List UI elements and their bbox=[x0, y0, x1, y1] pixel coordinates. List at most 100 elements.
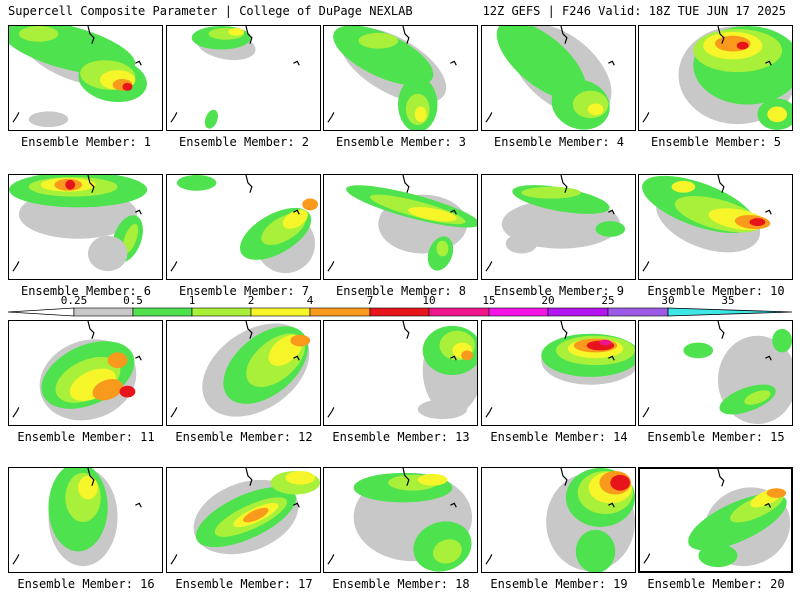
colorbar-label: 10 bbox=[422, 294, 435, 307]
contour-green bbox=[496, 26, 586, 100]
contour-gray bbox=[28, 111, 69, 128]
member-caption: Ensemble Member: 6 bbox=[20, 284, 152, 298]
member-caption: Ensemble Member: 20 bbox=[647, 577, 785, 591]
ensemble-map-1[interactable] bbox=[8, 25, 163, 131]
ensemble-map-17[interactable] bbox=[166, 467, 321, 573]
coastline bbox=[170, 468, 300, 565]
colorbar-segment bbox=[191, 307, 252, 317]
member-caption: Ensemble Member: 4 bbox=[493, 135, 625, 149]
coastline bbox=[485, 321, 615, 418]
ensemble-map-6[interactable] bbox=[8, 174, 163, 280]
ensemble-map-7[interactable] bbox=[166, 174, 321, 280]
coastline bbox=[327, 175, 457, 272]
ensemble-map-5[interactable] bbox=[638, 25, 793, 131]
contour-green bbox=[204, 109, 218, 129]
colorbar-label: 4 bbox=[307, 294, 314, 307]
member-caption: Ensemble Member: 18 bbox=[332, 577, 470, 591]
colorbar-label: 30 bbox=[661, 294, 674, 307]
colorbar-segment bbox=[607, 307, 669, 317]
contour-yellow bbox=[285, 470, 316, 485]
colorbar-label: 35 bbox=[721, 294, 734, 307]
scp-field bbox=[327, 321, 477, 420]
contour-yellow bbox=[587, 103, 604, 116]
colorbar-segment bbox=[132, 307, 193, 317]
ensemble-map-15[interactable] bbox=[638, 320, 793, 426]
colorbar-label: 0.5 bbox=[123, 294, 143, 307]
ensemble-map-9[interactable] bbox=[481, 174, 636, 280]
contour-yellow bbox=[767, 106, 788, 123]
member-caption: Ensemble Member: 5 bbox=[650, 135, 782, 149]
contour-green bbox=[683, 342, 714, 359]
scp-field bbox=[643, 469, 791, 568]
scp-field bbox=[170, 321, 311, 418]
ensemble-map-2[interactable] bbox=[166, 25, 321, 131]
ensemble-map-8[interactable] bbox=[323, 174, 478, 280]
member-caption: Ensemble Member: 10 bbox=[647, 284, 785, 298]
scp-field bbox=[170, 26, 300, 129]
member-caption: Ensemble Member: 12 bbox=[175, 430, 313, 444]
contour-gray bbox=[505, 233, 538, 254]
colorbar-arrow-right bbox=[667, 307, 793, 317]
contour-green bbox=[772, 328, 792, 353]
ensemble-map-16[interactable] bbox=[8, 467, 163, 573]
contour-green bbox=[698, 544, 738, 568]
ensemble-map-11[interactable] bbox=[8, 320, 163, 426]
contour-yellow bbox=[671, 180, 696, 193]
coastline bbox=[642, 175, 772, 272]
colorbar-segment bbox=[250, 307, 311, 317]
coastline bbox=[12, 26, 142, 123]
contour-yellow bbox=[282, 209, 308, 229]
contour-yellow bbox=[414, 106, 427, 123]
contour-red bbox=[736, 41, 749, 50]
colorbar-label: 0.25 bbox=[61, 294, 88, 307]
contour-gray bbox=[417, 399, 468, 420]
ensemble-map-14[interactable] bbox=[481, 320, 636, 426]
coastline bbox=[12, 321, 142, 418]
ensemble-map-19[interactable] bbox=[481, 467, 636, 573]
ensemble-map-4[interactable] bbox=[481, 25, 636, 131]
ensemble-map-3[interactable] bbox=[323, 25, 478, 131]
contour-green bbox=[333, 26, 434, 86]
contour-green bbox=[575, 529, 616, 572]
contour-red bbox=[65, 179, 76, 190]
contour-lime bbox=[521, 186, 581, 199]
contour-orange bbox=[243, 507, 269, 523]
contour-lime bbox=[122, 223, 139, 254]
contour-green bbox=[595, 221, 626, 237]
contour-orange bbox=[290, 334, 311, 347]
coastline bbox=[643, 469, 772, 564]
member-caption: Ensemble Member: 3 bbox=[335, 135, 467, 149]
ensemble-map-18[interactable] bbox=[323, 467, 478, 573]
ensemble-map-10[interactable] bbox=[638, 174, 793, 280]
colorbar-segment bbox=[547, 307, 609, 317]
member-caption: Ensemble Member: 16 bbox=[17, 577, 155, 591]
colorbar-label: 2 bbox=[248, 294, 255, 307]
contour-orange bbox=[461, 350, 474, 361]
coastline bbox=[170, 175, 300, 272]
contour-yellow bbox=[408, 207, 457, 222]
contour-orange bbox=[107, 352, 128, 369]
contour-orange bbox=[766, 488, 787, 498]
colorbar-arrow-left bbox=[7, 307, 75, 317]
ensemble-map-13[interactable] bbox=[323, 320, 478, 426]
colorbar-label: 20 bbox=[541, 294, 554, 307]
ensemble-map-12[interactable] bbox=[166, 320, 321, 426]
colorbar-label: 15 bbox=[482, 294, 495, 307]
contour-yellow bbox=[78, 475, 98, 500]
contour-red bbox=[122, 82, 133, 91]
member-caption: Ensemble Member: 11 bbox=[17, 430, 155, 444]
coastline bbox=[170, 26, 300, 123]
scp-field bbox=[485, 321, 635, 418]
member-caption: Ensemble Member: 14 bbox=[490, 430, 628, 444]
ensemble-map-20[interactable] bbox=[638, 467, 793, 573]
coastline bbox=[12, 468, 142, 565]
scp-field bbox=[327, 175, 477, 272]
contour-orange bbox=[92, 379, 123, 401]
coastline bbox=[642, 321, 772, 418]
member-caption: Ensemble Member: 13 bbox=[332, 430, 470, 444]
coastline bbox=[327, 26, 457, 123]
colorbar-segment bbox=[428, 307, 490, 317]
contour-green bbox=[176, 175, 217, 191]
contour-gray bbox=[87, 235, 128, 272]
contour-magenta bbox=[599, 339, 612, 346]
